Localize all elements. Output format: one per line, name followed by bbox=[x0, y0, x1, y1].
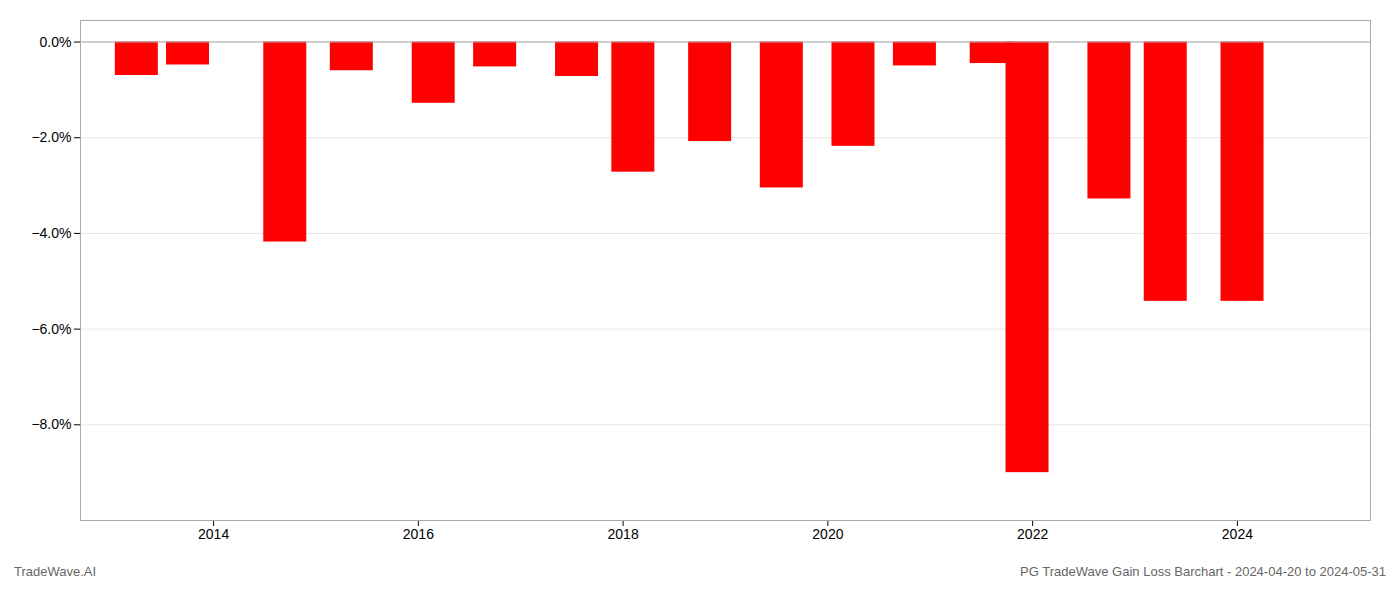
svg-text:−6.0%: −6.0% bbox=[31, 321, 71, 337]
svg-text:2014: 2014 bbox=[198, 526, 229, 542]
svg-text:2022: 2022 bbox=[1017, 526, 1048, 542]
svg-text:0.0%: 0.0% bbox=[40, 34, 72, 50]
svg-text:2018: 2018 bbox=[608, 526, 639, 542]
svg-text:2024: 2024 bbox=[1222, 526, 1253, 542]
svg-text:2020: 2020 bbox=[812, 526, 843, 542]
svg-text:2016: 2016 bbox=[403, 526, 434, 542]
html-text:TradeWave.AI: TradeWave.AI bbox=[14, 564, 97, 579]
svg-text:−4.0%: −4.0% bbox=[31, 225, 71, 241]
html-text:PG TradeWave Gain Loss Barchar: PG TradeWave Gain Loss Barchart - 2024-0… bbox=[1020, 564, 1386, 579]
svg-text:−8.0%: −8.0% bbox=[31, 416, 71, 432]
svg-text:−2.0%: −2.0% bbox=[31, 129, 71, 145]
